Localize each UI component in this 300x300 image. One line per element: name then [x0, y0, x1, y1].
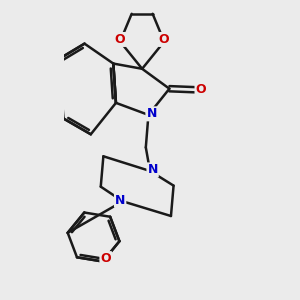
Text: O: O [196, 83, 206, 96]
Text: O: O [100, 252, 111, 265]
Text: N: N [115, 194, 125, 207]
Text: O: O [115, 33, 125, 46]
Text: N: N [146, 107, 157, 120]
Text: O: O [159, 33, 170, 46]
Text: N: N [147, 164, 158, 176]
